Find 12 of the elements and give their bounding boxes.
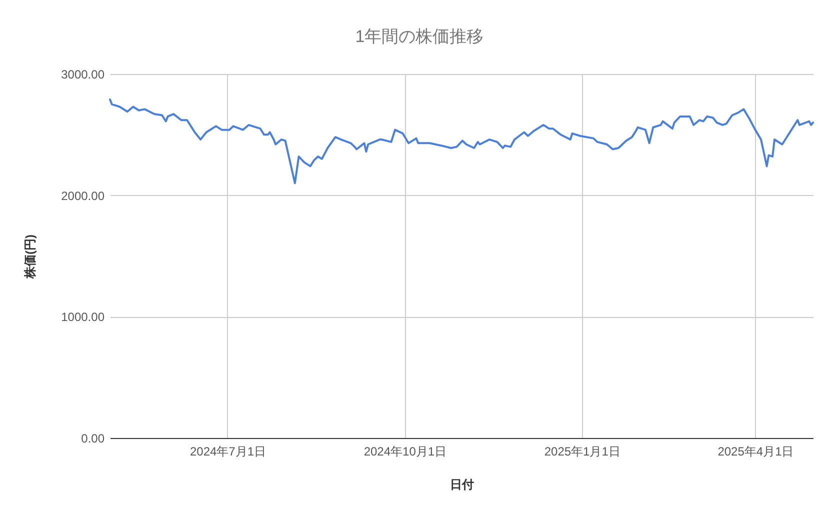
y-tick-label: 1000.00 (61, 310, 105, 324)
x-tick-label: 2024年7月1日 (190, 444, 266, 458)
y-tick-label: 3000.00 (61, 68, 105, 82)
x-axis-title: 日付 (450, 478, 474, 492)
chart-title: 1年間の株価推移 (355, 27, 484, 46)
y-tick-label: 2000.00 (61, 188, 105, 203)
x-tick-label: 2025年4月1日 (718, 444, 794, 458)
y-tick-label: 0.00 (81, 432, 105, 446)
x-tick-label: 2025年1月1日 (544, 444, 620, 458)
y-axis-title: 株価(円) (23, 234, 38, 280)
line-series (109, 98, 814, 184)
x-tick-label: 2024年10月1日 (364, 444, 447, 458)
